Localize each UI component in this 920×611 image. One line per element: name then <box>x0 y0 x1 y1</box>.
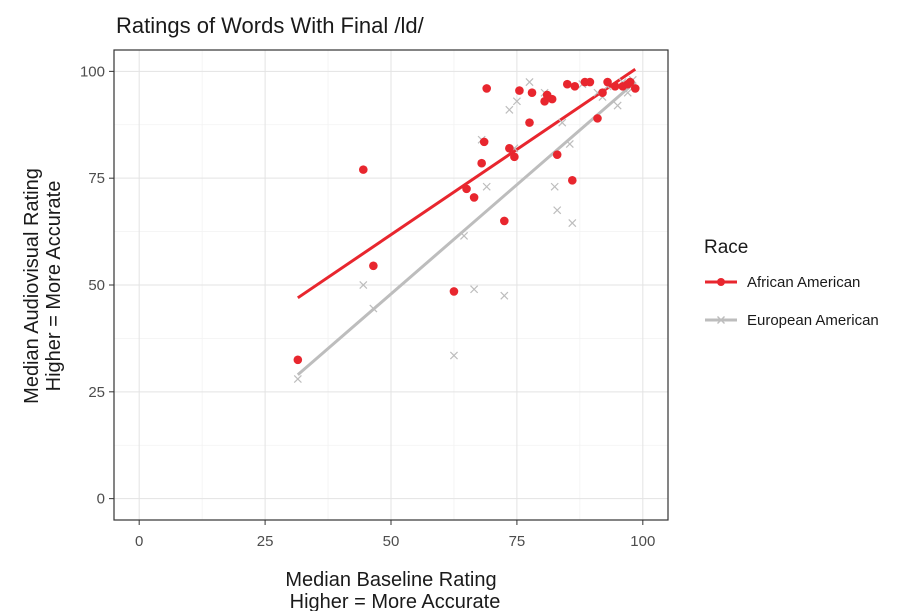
point-african-american <box>359 165 368 174</box>
point-african-american <box>570 82 580 91</box>
point-african-american <box>500 216 509 226</box>
point-african-american <box>449 287 459 296</box>
point-european-american <box>525 78 534 87</box>
point-european-american <box>359 280 368 290</box>
legend: Race African American European American <box>704 237 879 329</box>
point-european-american <box>568 219 577 228</box>
point-african-american <box>479 137 489 147</box>
point-european-american <box>553 206 562 215</box>
y-axis-ticks: 0 25 50 75 100 <box>80 63 114 508</box>
x-tick-label: 0 <box>135 533 143 550</box>
point-european-american <box>470 285 479 294</box>
point-african-american <box>477 158 486 168</box>
fit-line-european-american <box>296 80 637 376</box>
point-african-american <box>562 79 572 89</box>
fit-line-african-american <box>296 67 637 300</box>
point-african-american <box>593 114 602 123</box>
points-african-american <box>293 77 640 365</box>
point-african-american <box>625 77 635 87</box>
point-european-american <box>558 118 567 127</box>
point-african-american <box>547 94 557 104</box>
point-african-american <box>462 184 471 194</box>
point-african-american <box>482 84 491 93</box>
point-african-american <box>568 176 577 185</box>
point-african-american <box>515 86 524 95</box>
y-tick-label: 25 <box>88 384 105 401</box>
x-axis-ticks: 0 25 50 75 100 <box>135 520 655 550</box>
x-axis-title-line2: Higher = More Accurate <box>290 591 501 611</box>
point-african-american <box>469 193 479 202</box>
point-african-american <box>630 84 640 93</box>
x-axis-title-line1: Median Baseline Rating <box>285 569 496 591</box>
legend-label-european-american: European American <box>747 312 879 329</box>
chart-title: Ratings of Words With Final /ld/ <box>116 13 425 38</box>
y-tick-label: 100 <box>80 63 105 80</box>
y-axis-title-line1: Median Audiovisual Rating <box>21 168 43 404</box>
point-african-american <box>527 88 537 98</box>
point-african-american <box>585 77 595 87</box>
point-african-american <box>552 150 562 159</box>
point-european-american <box>482 182 491 191</box>
point-european-american <box>500 291 509 300</box>
point-european-american <box>623 88 632 97</box>
point-european-american <box>460 231 469 240</box>
y-tick-label: 0 <box>97 491 105 508</box>
point-african-american <box>603 77 612 87</box>
x-tick-label: 25 <box>257 533 274 550</box>
point-african-american <box>369 261 378 271</box>
point-african-american <box>598 88 607 98</box>
legend-key-marker-european-american <box>717 316 725 324</box>
point-european-american <box>613 101 622 110</box>
point-african-american <box>505 143 514 153</box>
point-european-american <box>293 374 302 384</box>
point-european-american <box>505 105 514 114</box>
x-tick-label: 100 <box>630 533 655 550</box>
legend-title: Race <box>704 237 748 258</box>
point-european-american <box>550 182 559 191</box>
point-african-american <box>610 82 620 91</box>
fit-lines <box>296 67 637 376</box>
point-african-american <box>525 118 534 127</box>
y-tick-label: 75 <box>88 170 105 187</box>
legend-item-african-american: African American <box>705 274 860 291</box>
point-european-american <box>565 139 574 149</box>
point-european-american <box>369 304 378 313</box>
point-european-american <box>512 97 521 106</box>
y-axis-title-line2: Higher = More Accurate <box>43 181 65 392</box>
point-african-american <box>510 152 519 162</box>
legend-label-african-american: African American <box>747 274 860 291</box>
point-european-american <box>449 351 458 360</box>
legend-key-marker-african-american <box>717 278 725 286</box>
grid-major <box>114 50 668 520</box>
y-tick-label: 50 <box>88 277 105 294</box>
x-tick-label: 50 <box>383 533 400 550</box>
x-tick-label: 75 <box>509 533 526 550</box>
point-african-american <box>293 355 303 365</box>
legend-item-european-american: European American <box>705 312 879 329</box>
